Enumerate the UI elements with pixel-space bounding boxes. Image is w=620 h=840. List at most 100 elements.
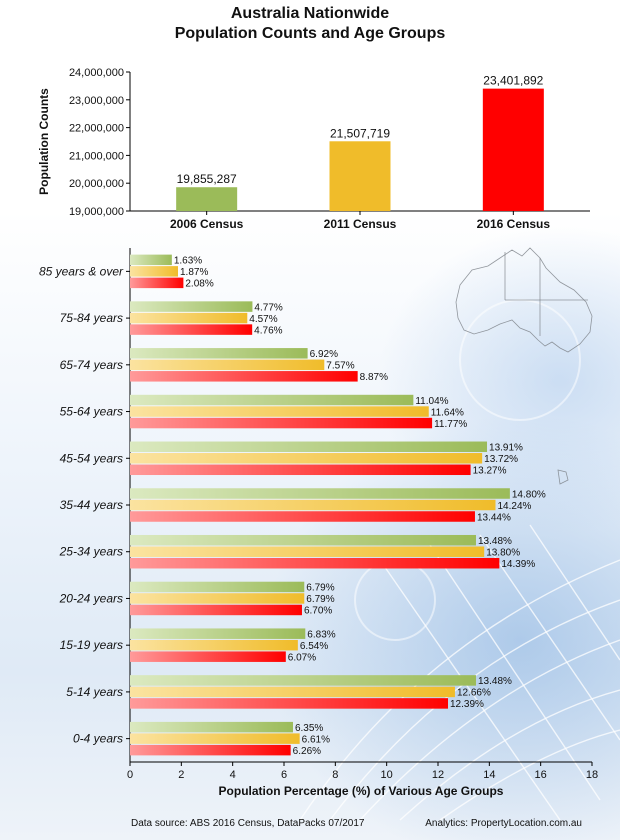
age-group-label: 45-54 years bbox=[60, 451, 123, 465]
age-bar-series-2 bbox=[130, 511, 475, 522]
age-bar-value-label: 6.92% bbox=[310, 349, 338, 360]
age-bar-value-label: 13.44% bbox=[477, 512, 511, 523]
analytics-credit: Analytics: PropertyLocation.com.au bbox=[425, 818, 582, 829]
age-bar-series-0 bbox=[130, 721, 293, 733]
data-source-note: Data source: ABS 2016 Census, DataPacks … bbox=[131, 818, 365, 829]
age-group-label: 75-84 years bbox=[60, 311, 123, 325]
x-tick-label: 8 bbox=[332, 769, 338, 781]
age-bar-series-1 bbox=[130, 266, 178, 277]
age-bar-series-1 bbox=[130, 686, 455, 698]
age-bar-value-label: 4.77% bbox=[254, 302, 282, 313]
population-bar-chart: 19,000,000 20,000,000 21,000,000 22,000,000… bbox=[37, 67, 590, 231]
age-group-label: 55-64 years bbox=[60, 405, 123, 419]
bar-2016-census bbox=[482, 88, 544, 211]
age-bar-value-label: 14.80% bbox=[512, 489, 546, 500]
age-bar-value-label: 14.39% bbox=[501, 559, 535, 570]
y-tick-label: 23,000,000 bbox=[69, 95, 124, 107]
age-group-label: 15-19 years bbox=[60, 638, 123, 652]
age-bar-series-1 bbox=[130, 453, 483, 464]
age-bar-series-2 bbox=[130, 324, 253, 335]
x-tick-label: 14 bbox=[483, 769, 495, 781]
age-bar-value-label: 12.66% bbox=[457, 688, 491, 699]
age-bar-series-2 bbox=[130, 651, 286, 662]
age-bar-value-label: 6.79% bbox=[306, 583, 334, 594]
age-bar-series-1 bbox=[130, 593, 305, 604]
y-tick-label: 19,000,000 bbox=[69, 206, 124, 218]
y-axis-title: Population Counts bbox=[37, 88, 51, 195]
x-tick-label: 18 bbox=[586, 769, 598, 781]
age-bar-value-label: 6.61% bbox=[302, 734, 330, 745]
x-tick-label: 4 bbox=[230, 769, 236, 781]
age-bar-series-1 bbox=[130, 312, 248, 324]
age-bar-series-0 bbox=[130, 581, 305, 593]
age-bar-value-label: 13.48% bbox=[478, 536, 512, 547]
age-bar-value-label: 11.04% bbox=[415, 396, 448, 407]
age-bar-series-1 bbox=[130, 499, 496, 511]
age-bar-value-label: 1.63% bbox=[174, 256, 202, 267]
age-bar-series-0 bbox=[130, 534, 476, 546]
age-group-bar-chart: 0 2 4 6 8 10 12 14 16 18 Population Percentage (%)… bbox=[39, 248, 598, 798]
chart-title-line2: Population Counts and Age Groups bbox=[174, 25, 446, 42]
x-tick-label: 0 bbox=[127, 769, 133, 781]
age-bar-value-label: 14.24% bbox=[497, 501, 531, 512]
age-group-label: 20-24 years bbox=[59, 591, 123, 605]
age-bar-series-2 bbox=[130, 464, 471, 476]
bar-value-label: 19,855,287 bbox=[177, 172, 237, 186]
y-tick-label: 20,000,000 bbox=[69, 178, 124, 190]
age-bar-series-2 bbox=[130, 371, 358, 382]
age-bar-series-2 bbox=[130, 557, 500, 569]
x-tick-label: 12 bbox=[432, 769, 444, 781]
x-tick-label: 10 bbox=[381, 769, 393, 781]
age-bar-value-label: 4.76% bbox=[254, 325, 282, 336]
age-bar-series-1 bbox=[130, 359, 325, 371]
x-axis-title: Population Percentage (%) of Various Age… bbox=[219, 784, 504, 798]
age-bar-series-1 bbox=[130, 406, 429, 417]
age-bar-series-0 bbox=[130, 488, 510, 499]
age-bar-value-label: 13.72% bbox=[484, 454, 518, 465]
age-bar-value-label: 6.79% bbox=[306, 594, 334, 605]
x-tick-label: 6 bbox=[281, 769, 287, 781]
australia-map-icon bbox=[455, 247, 593, 485]
bar-value-label: 21,507,719 bbox=[330, 126, 390, 140]
age-bar-value-label: 6.26% bbox=[293, 746, 321, 757]
age-bar-value-label: 6.35% bbox=[295, 723, 323, 734]
age-bar-series-0 bbox=[130, 675, 476, 686]
age-bar-value-label: 11.64% bbox=[431, 407, 464, 418]
age-bar-value-label: 6.70% bbox=[304, 606, 332, 617]
age-bar-value-label: 13.80% bbox=[486, 547, 520, 558]
age-bar-value-label: 6.54% bbox=[300, 641, 328, 652]
age-bar-series-0 bbox=[130, 441, 488, 453]
age-group-label: 0-4 years bbox=[73, 732, 123, 746]
age-bar-series-0 bbox=[130, 394, 414, 406]
x-category-label: 2016 Census bbox=[477, 217, 551, 231]
y-tick-label: 24,000,000 bbox=[69, 67, 124, 79]
y-tick-label: 21,000,000 bbox=[69, 150, 124, 162]
age-group-label: 85 years & over bbox=[39, 264, 124, 278]
age-group-label: 65-74 years bbox=[60, 358, 123, 372]
age-bar-value-label: 13.27% bbox=[473, 466, 507, 477]
age-bar-series-0 bbox=[130, 301, 253, 312]
age-bar-series-2 bbox=[130, 417, 433, 429]
bar-2011-census bbox=[329, 141, 391, 211]
y-tick-label: 22,000,000 bbox=[69, 123, 124, 135]
age-bar-series-0 bbox=[130, 254, 172, 266]
age-bar-series-0 bbox=[130, 348, 308, 359]
age-bar-value-label: 13.48% bbox=[478, 676, 512, 687]
chart-title: Australia Nationwide Population Counts a… bbox=[0, 4, 620, 44]
age-bar-series-2 bbox=[130, 698, 449, 709]
age-bar-series-2 bbox=[130, 277, 184, 289]
age-group-label: 5-14 years bbox=[66, 685, 123, 699]
age-bar-value-label: 11.77% bbox=[434, 419, 467, 430]
age-bar-series-2 bbox=[130, 744, 291, 756]
age-bar-series-2 bbox=[130, 604, 302, 616]
age-bar-value-label: 2.08% bbox=[185, 279, 213, 290]
age-bar-value-label: 13.91% bbox=[489, 443, 523, 454]
chart-title-line1: Australia Nationwide bbox=[230, 5, 390, 22]
bar-value-label: 23,401,892 bbox=[483, 74, 543, 88]
x-tick-label: 16 bbox=[535, 769, 547, 781]
age-bar-series-0 bbox=[130, 628, 306, 639]
age-bar-value-label: 7.57% bbox=[326, 361, 354, 372]
age-bar-value-label: 8.87% bbox=[360, 372, 388, 383]
age-group-label: 35-44 years bbox=[60, 498, 123, 512]
